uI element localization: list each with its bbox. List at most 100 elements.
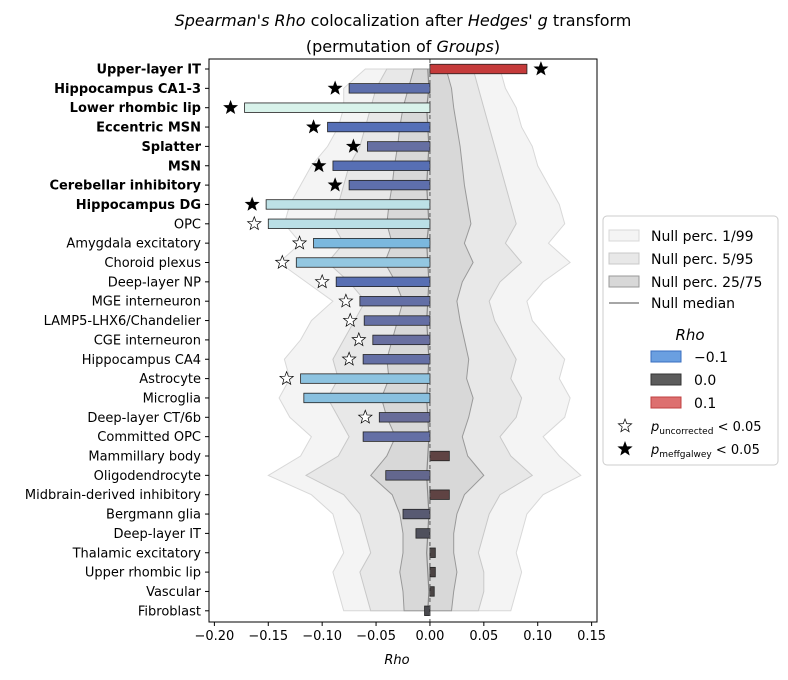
- y-tick-label: Deep-layer IT: [114, 527, 202, 542]
- title-line-1-part: Spearman's Rho: [175, 11, 306, 30]
- legend-band-label: Null perc. 5/95: [651, 252, 754, 268]
- y-tick-label: Deep-layer NP: [108, 275, 201, 290]
- bars-group: [244, 59, 528, 622]
- bar: [429, 489, 450, 500]
- y-tick-label: Lower rhombic lip: [70, 101, 201, 116]
- x-tick-label: 0.15: [577, 629, 606, 644]
- legend-band-swatch: [608, 229, 640, 242]
- legend-rho-label: 0.1: [694, 396, 716, 412]
- legend-band-label: Null perc. 1/99: [651, 229, 754, 245]
- bar: [429, 566, 436, 578]
- bar: [300, 373, 431, 384]
- y-tick-label: Astrocyte: [139, 372, 201, 387]
- filled-star-marker: [306, 119, 322, 134]
- bar: [362, 354, 431, 365]
- legend-band-swatch: [608, 252, 640, 265]
- filled-star-marker: [345, 138, 361, 153]
- y-tick-label: Fibroblast: [138, 604, 201, 619]
- legend-box: [602, 215, 779, 466]
- y-tick-label: Thalamic excitatory: [72, 546, 202, 561]
- y-tick-label: Microglia: [143, 391, 201, 406]
- legend-band-label: Null perc. 25/75: [651, 275, 762, 291]
- title-line-1-part: transform: [548, 11, 632, 30]
- y-tick-label: Cerebellar inhibitory: [49, 179, 201, 194]
- filled-star-marker: [311, 157, 327, 173]
- open-star-marker: [351, 331, 367, 347]
- y-tick-label: LAMP5-LHX6/Chandelier: [44, 314, 202, 329]
- bar: [295, 257, 431, 268]
- x-tick-label: −0.10: [302, 629, 342, 644]
- legend: Null perc. 1/99 Null perc. 5/95 Null perc.…: [602, 215, 779, 466]
- y-tick-label: CGE interneuron: [94, 333, 201, 348]
- y-tick-label: Deep-layer CT/6b: [87, 411, 201, 426]
- bar: [424, 605, 431, 616]
- y-tick-label: Eccentric MSN: [96, 121, 201, 136]
- bar: [429, 586, 435, 597]
- axes: −0.20 −0.15 −0.10 −0.05 0.00 0.05 0.10 0.15 Rho U…: [25, 58, 606, 668]
- x-axis-label: Rho: [384, 653, 409, 668]
- bar: [363, 315, 431, 326]
- legend-star-p: p: [650, 420, 659, 435]
- bar: [429, 63, 528, 75]
- title-line-2-part: (permutation of: [306, 37, 437, 56]
- open-star-marker: [357, 409, 373, 424]
- bar: [385, 470, 431, 481]
- legend-star-label: puncorrected < 0.05: [650, 420, 762, 437]
- x-tick-label: −0.05: [356, 629, 396, 644]
- open-star-marker: [342, 312, 358, 328]
- legend-star-label: pmeffgalwey < 0.05: [650, 443, 760, 460]
- x-tick-label: −0.20: [194, 629, 234, 644]
- bar: [402, 508, 431, 520]
- y-tick-label: Upper rhombic lip: [85, 566, 201, 581]
- bar: [348, 83, 431, 94]
- legend-star-rest: < 0.05: [712, 443, 760, 458]
- y-tick-label: Mammillary body: [88, 450, 201, 465]
- filled-star-marker: [327, 80, 343, 95]
- significance-stars: [223, 61, 549, 424]
- title-line-1: Spearman's Rho colocalization after Hedg…: [175, 11, 632, 30]
- open-star-marker: [314, 273, 330, 289]
- y-tick-label: Bergmann glia: [106, 508, 201, 523]
- y-tick-label: Hippocampus DG: [76, 198, 201, 213]
- filled-star-marker: [327, 177, 343, 192]
- legend-rho-title: Rho: [675, 326, 704, 344]
- plot-frame: [208, 58, 598, 623]
- y-tick-label: Committed OPC: [97, 430, 201, 445]
- open-star-marker: [338, 293, 354, 308]
- legend-rho-swatch: [650, 373, 682, 386]
- y-tick-label: Oligodendrocyte: [94, 469, 201, 484]
- title-line-2-part: ): [494, 37, 500, 56]
- open-star-marker: [278, 370, 295, 386]
- legend-band-swatch: [608, 275, 640, 288]
- y-tick-label: Choroid plexus: [104, 256, 201, 271]
- bar: [244, 102, 431, 113]
- legend-rho-label: 0.0: [694, 373, 716, 389]
- open-star-marker: [274, 254, 290, 269]
- bar: [267, 218, 431, 229]
- y-tick-label: Vascular: [146, 585, 202, 600]
- bar: [265, 199, 431, 210]
- open-star-marker: [291, 235, 308, 250]
- y-tick-label: Midbrain-derived inhibitory: [25, 488, 201, 503]
- bar: [335, 276, 431, 288]
- bar: [378, 412, 431, 423]
- legend-filled-star-icon: [617, 441, 633, 456]
- x-tick-label: −0.15: [248, 629, 288, 644]
- chart-title: Spearman's Rho colocalization after Hedg…: [175, 11, 632, 56]
- legend-median-label: Null median: [651, 296, 735, 312]
- legend-star-sub: meffgalwey: [659, 450, 712, 460]
- y-tick-label: OPC: [174, 217, 201, 232]
- legend-rho-swatch: [650, 396, 682, 409]
- x-tick-label: 0.00: [415, 629, 444, 644]
- filled-star-marker: [223, 99, 239, 115]
- bar: [415, 528, 431, 539]
- title-line-2-part: Groups: [436, 37, 493, 56]
- y-tick-label: Amygdala excitatory: [66, 237, 201, 252]
- x-tick-label: 0.10: [523, 629, 552, 644]
- y-tick-label: Hippocampus CA1-3: [54, 82, 201, 97]
- legend-star-sub: uncorrected: [659, 427, 713, 437]
- bar: [362, 431, 431, 442]
- x-tick-label: 0.05: [469, 629, 498, 644]
- legend-star-rest: < 0.05: [713, 420, 761, 435]
